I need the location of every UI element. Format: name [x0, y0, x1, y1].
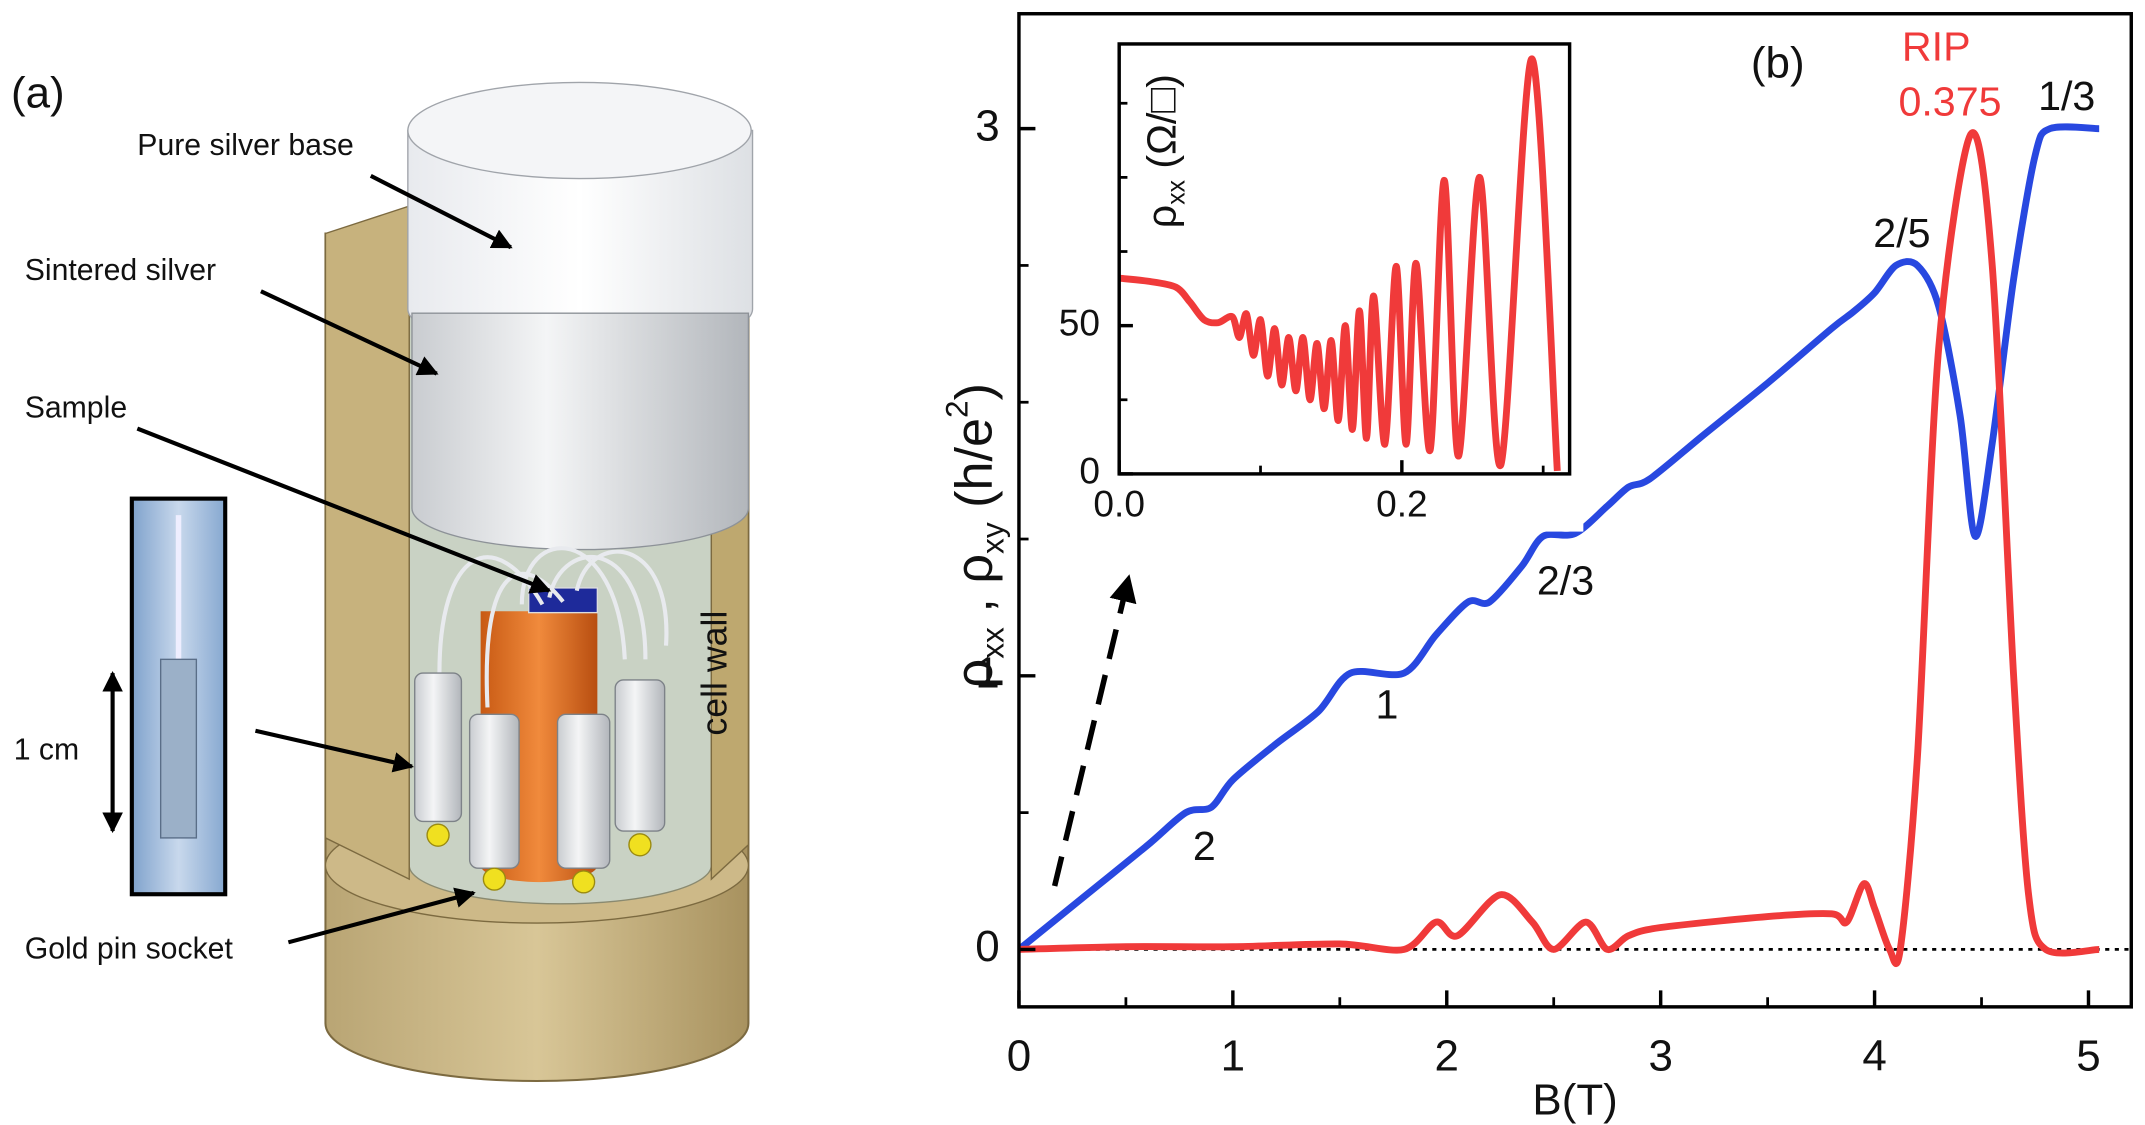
y-axis-label-part: (h/e: [946, 418, 1004, 522]
y-tick-label: 3: [975, 101, 999, 150]
annotation: 1/3: [2038, 73, 2095, 119]
y-axis-label-part: 2: [939, 400, 975, 418]
y-axis-label-part: (Ω/□): [1138, 74, 1184, 180]
gold-pins: [426, 823, 652, 894]
callout-arrow: [369, 173, 513, 250]
annotation: RIP: [1902, 23, 1971, 69]
callout-arrow: [254, 728, 414, 773]
scale-label: 1 cm: [14, 733, 79, 766]
y-axis-label-part: ,: [946, 584, 1004, 628]
plot-frame: [1017, 12, 2133, 1009]
data-line: [1018, 129, 2100, 968]
data-layer: [1018, 123, 2100, 968]
pin-cylinders: [414, 672, 666, 869]
annotation: 2/3: [1537, 558, 1594, 604]
cell-wall-label: cell wall: [694, 611, 734, 736]
y-axis-label-part: xx: [975, 627, 1011, 659]
plot-frame: [1117, 42, 1572, 476]
x-tick-label: 2: [1435, 1032, 1459, 1081]
cell-wall-left: [324, 205, 410, 881]
x-tick-label: 1: [1221, 1032, 1245, 1081]
callout-arrow: [136, 426, 552, 594]
sintered-silver: [411, 312, 750, 551]
y-axis-label-part: xy: [975, 522, 1011, 554]
y-axis-label-part: ρ: [1138, 205, 1184, 228]
y-axis-label: ρxx , ρxy (h/e2): [939, 383, 1011, 688]
y-tick-label: 0: [975, 922, 999, 971]
x-tick-label: 0: [1007, 1032, 1031, 1081]
callout: Sintered silver: [25, 254, 216, 287]
x-tick-label: 0.2: [1376, 483, 1428, 525]
x-tick-label: 4: [1862, 1032, 1886, 1081]
y-axis-label-part: ): [946, 383, 1004, 400]
x-tick-label: 5: [2076, 1032, 2100, 1081]
y-axis-label-part: xx: [1164, 179, 1191, 204]
data-line: [1018, 123, 2100, 953]
annotation: 0.375: [1898, 78, 2001, 124]
annotation: 2/5: [1873, 210, 1930, 256]
annotation: 2: [1193, 823, 1216, 869]
y-tick-label: 0: [1079, 450, 1100, 492]
callout: Sample: [25, 391, 127, 424]
callout-arrow: [287, 887, 476, 945]
annotation: 1: [1376, 681, 1399, 727]
x-tick-label: 3: [1648, 1032, 1672, 1081]
panel-label: (a): [11, 69, 65, 118]
y-axis-label-part: ρ: [946, 659, 1004, 689]
inset-chart: 0 50 0.0 0.2 ρxx (Ω/□): [1036, 32, 1584, 532]
panel-a: (a) cell wall 1 cm Pure silv: [11, 69, 754, 1083]
y-axis-label: ρxx (Ω/□): [1138, 74, 1190, 228]
y-tick-label: 50: [1059, 301, 1100, 343]
panel-label: (b): [1751, 39, 1805, 88]
callout: Pure silver base: [137, 129, 354, 162]
x-tick-label: 0.0: [1093, 483, 1145, 525]
data-layer: [1119, 55, 1561, 472]
y-axis-label-part: ρ: [946, 554, 1004, 584]
callout: Gold pin socket: [25, 933, 234, 966]
inset-arrow: [1051, 574, 1137, 887]
callout-arrow: [260, 289, 439, 376]
wires: [437, 546, 669, 708]
photo-cylinder: [159, 658, 198, 839]
y-tick-label: 1: [975, 648, 999, 697]
data-line: [1119, 55, 1561, 472]
x-axis-label: B(T): [1532, 1076, 1617, 1125]
silver-base-top: [407, 81, 752, 180]
